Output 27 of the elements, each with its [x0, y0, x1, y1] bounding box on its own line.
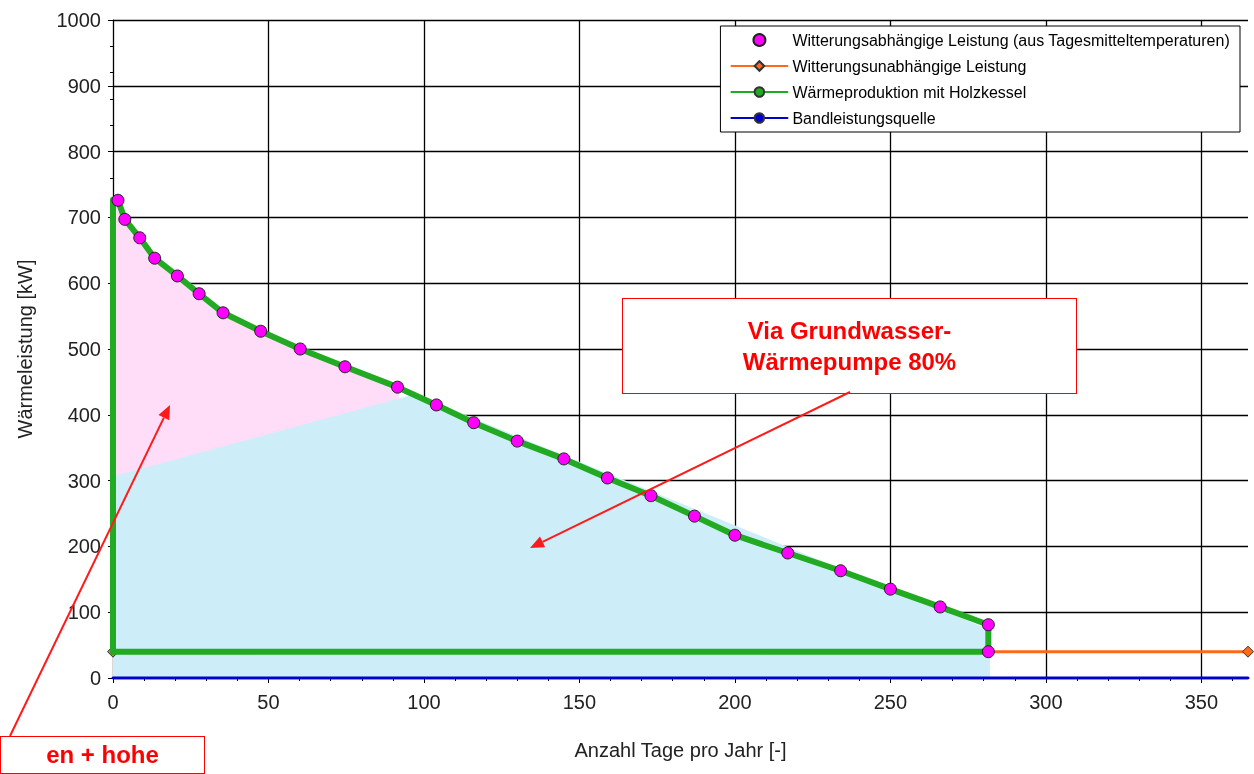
x-tick-label: 350	[1184, 691, 1219, 713]
y-tick-label: 0	[89, 667, 101, 689]
y-tick-label: 900	[67, 74, 101, 97]
legend-label: Wärmeproduktion mit Holzkessel	[792, 83, 1027, 101]
y-tick-label: 100	[67, 601, 101, 624]
y-tick-label: 600	[67, 272, 101, 295]
y-tick-label: 200	[67, 535, 101, 558]
y-axis-title: Wärmeleistung [kW]	[14, 259, 36, 439]
legend-label: Witterungsunabhängige Leistung	[792, 57, 1027, 75]
y-tick-label: 400	[67, 403, 101, 426]
x-tick-label: 150	[562, 691, 597, 713]
legend-label: Bandleistungsquelle	[792, 109, 936, 127]
legend-label: Witterungsabhängige Leistung (aus Tagesmitteltemperaturen)	[792, 31, 1230, 49]
y-tick-label: 700	[67, 206, 101, 229]
y-tick-label: 800	[67, 140, 101, 163]
annotation: Via Grundwasser- Wärmepumpe 80%	[742, 315, 957, 377]
x-axis-title: Anzahl Tage pro Jahr [-]	[574, 739, 787, 761]
x-tick-label: 100	[407, 691, 441, 713]
y-tick-label: 1000	[56, 9, 101, 31]
x-tick-label: 200	[718, 691, 752, 713]
x-tick-label: 50	[257, 691, 280, 713]
text: en + hohe	[46, 740, 159, 771]
x-tick-label: 0	[107, 691, 119, 713]
y-tick-label: 300	[67, 469, 101, 492]
x-tick-label: 250	[873, 691, 908, 713]
y-tick-label: 500	[67, 338, 101, 360]
x-tick-label: 300	[1029, 691, 1063, 713]
